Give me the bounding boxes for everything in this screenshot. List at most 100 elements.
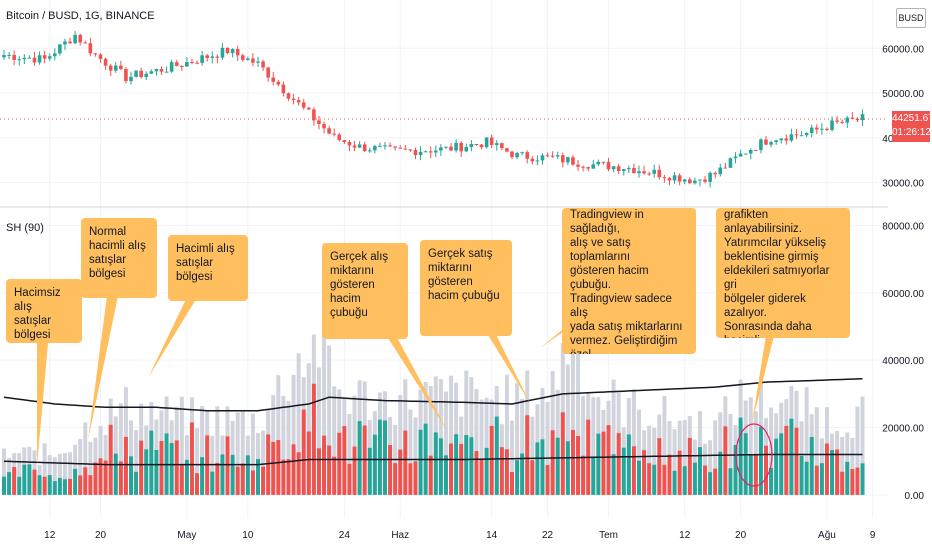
callout-text-line: yada satış miktarlarını bbox=[570, 321, 683, 333]
candle bbox=[606, 162, 611, 170]
real-volume-bar bbox=[510, 472, 514, 495]
candle bbox=[17, 59, 22, 61]
candle bbox=[276, 81, 281, 85]
callout-text-line: miktarını bbox=[428, 262, 473, 274]
candle bbox=[555, 155, 560, 157]
total-volume-bar bbox=[62, 453, 67, 495]
candle bbox=[169, 62, 174, 72]
candle bbox=[352, 145, 357, 148]
time-axis[interactable]: 12 20 May 10 24 Haz 14 22 Tem 12 20 Ağu 9 bbox=[44, 530, 876, 541]
real-volume-bar bbox=[179, 465, 184, 495]
real-volume-bar bbox=[383, 420, 387, 495]
candle bbox=[154, 68, 159, 72]
candle bbox=[362, 144, 367, 152]
candle bbox=[561, 155, 565, 163]
total-volume-bar bbox=[515, 383, 520, 495]
real-volume-bar bbox=[454, 434, 459, 495]
candle bbox=[98, 54, 103, 59]
price-tick-label: 30000.00 bbox=[882, 179, 924, 190]
annotation-callout[interactable]: Gerçek satış miktarını gösteren hacim çubuğ… bbox=[420, 240, 512, 336]
total-volume-bar bbox=[545, 401, 550, 495]
candle bbox=[439, 147, 443, 151]
candle bbox=[652, 169, 657, 174]
candle bbox=[37, 55, 42, 63]
candle bbox=[47, 56, 52, 59]
candle bbox=[840, 121, 844, 123]
real-volume-bar bbox=[286, 459, 291, 495]
real-volume-bar bbox=[611, 454, 616, 495]
candle bbox=[510, 151, 514, 158]
candle bbox=[825, 128, 829, 130]
candle bbox=[296, 100, 301, 103]
real-volume-bar bbox=[677, 450, 682, 495]
symbol-title[interactable]: Bitcoin / BUSD, 1G, BINANCE bbox=[6, 10, 155, 22]
total-volume-bar bbox=[286, 400, 291, 495]
candle bbox=[738, 153, 743, 157]
annotation-callout[interactable]: Hacimsiz alış satışlar bölgesi bbox=[6, 279, 82, 343]
volume-tick-label: 80000.00 bbox=[882, 221, 924, 232]
total-volume-bar bbox=[570, 338, 575, 495]
total-volume-bar bbox=[860, 396, 865, 495]
annotation-callout[interactable]: grafikten anlayabilirsiniz. Yatırımcılar … bbox=[716, 208, 850, 338]
candle bbox=[413, 150, 418, 156]
real-volume-bar bbox=[27, 464, 32, 495]
annotation-callout[interactable]: Hacimli alış satışlar bölgesi bbox=[168, 235, 248, 301]
real-volume-bar bbox=[647, 463, 652, 495]
time-tick-label: Tem bbox=[599, 530, 618, 541]
candle bbox=[434, 150, 438, 153]
candle bbox=[693, 180, 697, 184]
callout-text-line: Yatırımcılar yükseliş bbox=[724, 237, 827, 249]
annotation-callout[interactable]: Tradingview in sağladığı, alış ve satış t… bbox=[562, 208, 696, 354]
callout-text-line: satışlar bbox=[176, 257, 214, 269]
candle bbox=[718, 167, 723, 175]
total-volume-bar bbox=[352, 395, 357, 495]
real-volume-bar bbox=[93, 462, 98, 495]
real-volume-bar bbox=[840, 471, 845, 495]
real-volume-bar bbox=[73, 468, 78, 495]
callout-text-line: Gerçek alış bbox=[330, 251, 389, 263]
annotation-callout[interactable]: Normal hacimli alış satışlar bölgesi bbox=[81, 218, 157, 298]
currency-badge[interactable]: BUSD bbox=[896, 8, 926, 28]
callout-text-line: hacimli alış bbox=[89, 240, 146, 252]
real-volume-bar bbox=[98, 458, 103, 495]
callout-text-line: hacim çubuğu bbox=[428, 290, 500, 302]
total-volume-bar bbox=[443, 391, 448, 495]
callout-text-line: grafikten anlayabilirsiniz. bbox=[724, 209, 802, 235]
candle bbox=[809, 127, 814, 133]
total-volume-bar bbox=[748, 397, 753, 495]
total-volume-bar bbox=[469, 377, 474, 495]
candle bbox=[119, 65, 123, 70]
price-axis-background bbox=[888, 0, 932, 518]
candle bbox=[200, 55, 204, 63]
candle bbox=[647, 173, 651, 175]
real-volume-bar bbox=[738, 417, 743, 495]
real-volume-bar bbox=[377, 419, 382, 495]
candle bbox=[454, 142, 458, 151]
total-volume-bar bbox=[484, 397, 489, 495]
total-volume-bar bbox=[855, 406, 860, 495]
candle bbox=[855, 118, 860, 121]
total-volume-bar bbox=[210, 435, 215, 495]
candle bbox=[469, 143, 474, 148]
candle bbox=[662, 177, 667, 179]
total-volume-bar bbox=[631, 388, 636, 495]
candle bbox=[240, 55, 245, 60]
annotation-callout[interactable]: Gerçek alış miktarını gösteren hacim çubuğu bbox=[322, 243, 408, 339]
candle bbox=[32, 57, 37, 63]
real-volume-bar bbox=[860, 463, 865, 495]
candle bbox=[611, 166, 616, 170]
candle bbox=[256, 61, 260, 63]
real-volume-bar bbox=[667, 454, 672, 495]
real-volume-bar bbox=[692, 462, 697, 495]
real-volume-bar bbox=[154, 449, 159, 495]
candle bbox=[103, 58, 108, 66]
total-volume-bar bbox=[47, 455, 52, 495]
real-volume-bar bbox=[459, 443, 464, 495]
candle bbox=[708, 172, 712, 182]
candle bbox=[621, 169, 626, 171]
total-volume-bar bbox=[179, 396, 184, 495]
candle bbox=[779, 138, 784, 141]
candle bbox=[515, 152, 519, 158]
indicator-title[interactable]: SH (90) bbox=[6, 222, 44, 234]
real-volume-bar bbox=[799, 455, 804, 495]
